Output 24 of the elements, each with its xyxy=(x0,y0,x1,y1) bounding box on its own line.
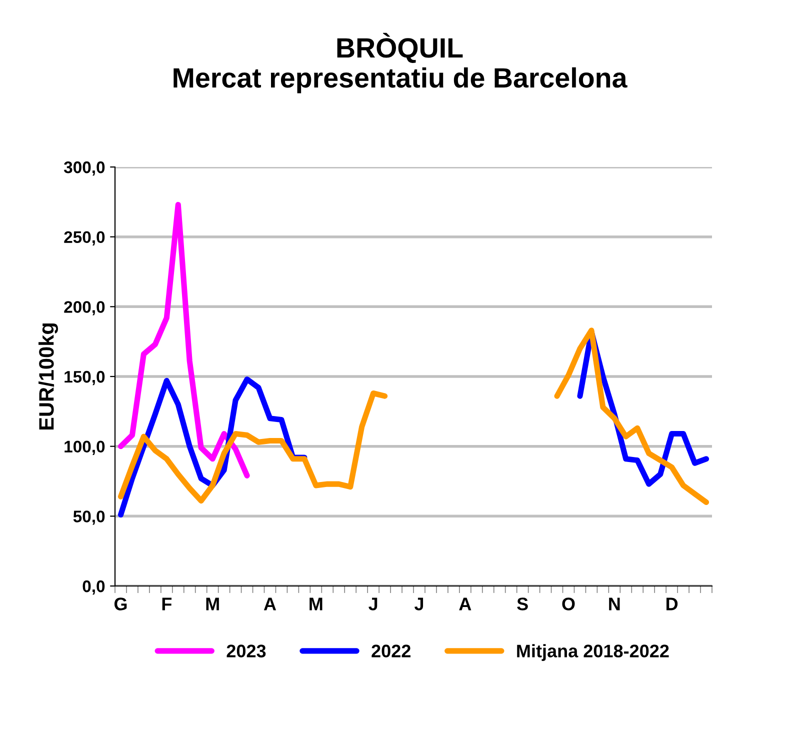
x-tick-label: O xyxy=(562,598,575,610)
x-tick-label: D xyxy=(666,598,678,610)
x-tick-label: A xyxy=(264,598,276,610)
chart-title: BRÒQUIL Mercat representatiu de Barcelona xyxy=(174,32,628,94)
legend-label: 2022 xyxy=(372,644,410,658)
y-tick-label: 100,0 xyxy=(64,440,105,455)
x-tick-label: M xyxy=(206,598,219,610)
y-tick-label: 250,0 xyxy=(64,231,105,246)
x-tick-label: A xyxy=(459,598,472,610)
x-tick-label: S xyxy=(517,598,528,610)
x-tick-label: G xyxy=(114,598,127,610)
x-tick-label: F xyxy=(162,598,172,610)
y-tick-label: 200,0 xyxy=(64,301,105,316)
y-tick-label: 50,0 xyxy=(73,510,105,525)
y-tick-label: 300,0 xyxy=(64,161,105,176)
legend-label: 2023 xyxy=(226,644,266,658)
y-tick-label: 150,0 xyxy=(64,370,105,386)
x-tick-label: N xyxy=(609,598,620,610)
x-tick-label: J xyxy=(414,598,424,610)
legend-label: Mitjana 2018-2022 xyxy=(517,644,669,661)
y-tick-label: 0,0 xyxy=(82,580,105,595)
y-axis-title: EUR/100kg xyxy=(38,323,58,430)
x-tick-label: M xyxy=(310,598,322,610)
x-tick-label: J xyxy=(368,598,378,610)
